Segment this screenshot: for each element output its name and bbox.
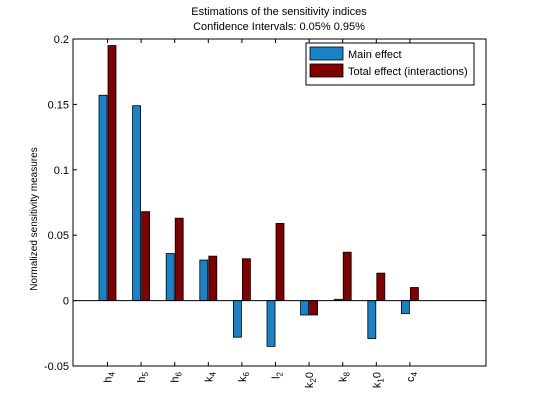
axes-box bbox=[72, 38, 487, 367]
x-tick-label-3: k4 bbox=[203, 371, 217, 382]
y-tick-label-4: 0.15 bbox=[48, 99, 69, 111]
bar-total-4 bbox=[241, 258, 251, 301]
x-tick-label-4: k6 bbox=[237, 371, 251, 382]
bar-main-3 bbox=[199, 259, 209, 302]
x-tick-label-0: h4 bbox=[103, 371, 117, 382]
x-tick-label-8: k10 bbox=[371, 372, 385, 388]
chart-title: Estimations of the sensitivity indices bbox=[191, 6, 367, 18]
y-tick-label-5: 0.2 bbox=[54, 34, 69, 46]
y-tick-label-3: 0.1 bbox=[54, 165, 69, 177]
x-tick-label-6: k20 bbox=[304, 372, 318, 388]
x-tick-label-7: k8 bbox=[338, 371, 352, 382]
legend-label-0: Main effect bbox=[348, 49, 402, 61]
bar-total-5 bbox=[275, 223, 285, 301]
legend-swatch-1 bbox=[309, 63, 344, 78]
plot-area: -0.05 0 0.05 0.1 0.15 0.2 h4 h5 h6 k4 k6 l2 k20 k8 k10… bbox=[44, 34, 487, 388]
legend-swatch-0 bbox=[309, 46, 344, 61]
bar-total-6 bbox=[309, 300, 319, 316]
bar-main-9 bbox=[400, 300, 410, 315]
x-tick-label-2: h6 bbox=[170, 371, 184, 382]
legend: Main effect Total effect (interactions) bbox=[305, 42, 475, 86]
bar-main-5 bbox=[266, 300, 276, 347]
bar-total-0 bbox=[107, 45, 117, 301]
y-tick-label-1: 0 bbox=[63, 296, 69, 308]
legend-label-1: Total effect (interactions) bbox=[348, 66, 468, 78]
x-tick-label-5: l2 bbox=[271, 371, 285, 378]
bar-main-2 bbox=[165, 253, 175, 301]
bar-total-8 bbox=[376, 272, 386, 301]
chart-subtitle: Confidence Intervals: 0.05% 0.95% bbox=[193, 21, 365, 33]
bar-total-1 bbox=[141, 211, 151, 302]
x-tick-label-1: h5 bbox=[136, 371, 150, 382]
bar-main-8 bbox=[367, 300, 377, 339]
bar-total-2 bbox=[174, 217, 184, 301]
bar-total-3 bbox=[208, 255, 218, 301]
bar-main-4 bbox=[232, 300, 242, 338]
y-tick-label-2: 0.05 bbox=[48, 230, 69, 242]
bar-main-0 bbox=[98, 94, 108, 302]
bar-main-1 bbox=[132, 105, 142, 301]
y-axis-label: Normalized sensitivity measures bbox=[29, 147, 40, 290]
bar-total-7 bbox=[342, 251, 352, 301]
bar-main-6 bbox=[300, 300, 310, 316]
bar-total-9 bbox=[409, 287, 419, 301]
x-tick-label-9: c4 bbox=[405, 371, 419, 382]
y-tick-label-0: -0.05 bbox=[44, 361, 69, 373]
